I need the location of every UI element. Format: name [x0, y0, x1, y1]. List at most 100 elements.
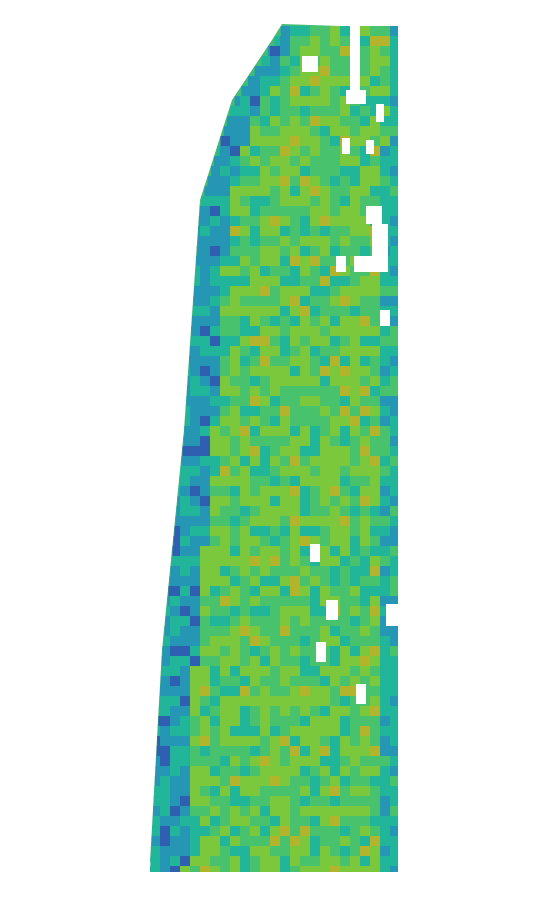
raster-cell — [260, 566, 270, 576]
raster-cell — [320, 86, 330, 96]
raster-cell — [260, 586, 270, 596]
raster-cell — [350, 556, 360, 566]
raster-cell — [280, 166, 290, 176]
raster-cell — [162, 646, 173, 656]
raster-cell — [360, 126, 370, 136]
raster-cell — [270, 806, 280, 816]
raster-cell — [390, 746, 398, 756]
raster-cell — [320, 766, 330, 776]
raster-cell — [300, 576, 310, 586]
raster-cell — [270, 636, 280, 646]
raster-cell — [280, 46, 290, 56]
raster-cell — [240, 216, 250, 226]
raster-cell — [340, 326, 350, 336]
raster-cell — [340, 96, 350, 106]
raster-cell — [170, 736, 180, 746]
raster-cell — [350, 326, 360, 336]
raster-cell — [320, 36, 330, 46]
raster-cell — [260, 756, 270, 766]
raster-cell — [340, 526, 350, 536]
raster-cell — [152, 826, 163, 836]
raster-cell — [320, 416, 330, 426]
raster-cell — [290, 296, 300, 306]
raster-cell — [320, 536, 330, 546]
raster-cell — [230, 446, 240, 456]
raster-cell — [350, 826, 360, 836]
raster-cell — [350, 466, 360, 476]
raster-cell — [210, 866, 220, 872]
raster-cell — [280, 76, 290, 86]
raster-cell — [280, 126, 290, 136]
raster-cell — [350, 696, 360, 706]
raster-cell — [350, 126, 360, 136]
raster-cell — [300, 236, 310, 246]
raster-cell — [180, 866, 190, 872]
raster-cell — [290, 446, 300, 456]
raster-cell — [210, 396, 220, 406]
raster-cell — [350, 576, 360, 586]
raster-cell — [340, 586, 350, 596]
raster-cell — [250, 596, 260, 606]
raster-cell — [310, 496, 320, 506]
raster-cell — [260, 796, 270, 806]
raster-cell — [310, 576, 320, 586]
raster-cell — [310, 486, 320, 496]
raster-cell — [300, 476, 310, 486]
raster-cell — [340, 196, 350, 206]
raster-cell — [210, 436, 220, 446]
raster-cell — [250, 606, 260, 616]
raster-cell — [250, 386, 260, 396]
raster-cell — [370, 446, 380, 456]
raster-cell — [220, 266, 230, 276]
raster-cell — [380, 146, 390, 156]
raster-cell — [170, 826, 180, 836]
raster-cell — [320, 576, 330, 586]
raster-cell — [290, 86, 300, 96]
raster-cell — [250, 226, 260, 236]
raster-cell — [320, 56, 330, 66]
raster-cell — [350, 186, 360, 196]
raster-cell — [300, 866, 310, 872]
raster-cell — [340, 46, 350, 56]
raster-cell — [280, 386, 290, 396]
raster-cell — [260, 486, 270, 496]
raster-cell — [310, 246, 320, 256]
raster-cell — [210, 566, 220, 576]
raster-cell — [290, 636, 300, 646]
raster-cell — [240, 716, 250, 726]
raster-cell — [380, 346, 390, 356]
raster-cell — [330, 766, 340, 776]
raster-cell — [380, 496, 390, 506]
raster-cell — [320, 606, 330, 616]
raster-cell — [370, 806, 380, 816]
raster-cell — [210, 456, 220, 466]
raster-cell — [270, 206, 280, 216]
raster-cell — [250, 376, 260, 386]
raster-cell — [160, 716, 170, 726]
raster-cell — [330, 676, 340, 686]
raster-cell — [350, 756, 360, 766]
raster-cell — [380, 736, 390, 746]
raster-cell — [310, 266, 320, 276]
raster-cell — [380, 656, 390, 666]
raster-cell — [320, 266, 330, 276]
raster-cell — [170, 696, 180, 706]
raster-cell — [350, 516, 360, 526]
raster-cell — [270, 186, 280, 196]
raster-cell — [240, 726, 250, 736]
raster-cell — [310, 166, 320, 176]
raster-cell — [230, 176, 240, 186]
raster-cell — [270, 846, 280, 856]
raster-cell — [320, 26, 330, 36]
raster-cell — [170, 786, 180, 796]
raster-cell — [270, 686, 280, 696]
raster-cell — [200, 596, 210, 606]
raster-cell — [390, 436, 398, 446]
raster-cell — [360, 556, 370, 566]
raster-cell — [330, 46, 340, 56]
raster-cell — [380, 856, 390, 866]
raster-cell — [290, 596, 300, 606]
raster-cell — [230, 866, 240, 872]
raster-cell — [190, 366, 200, 376]
